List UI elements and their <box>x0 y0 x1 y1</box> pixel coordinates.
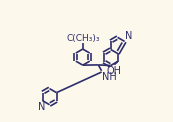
Text: OH: OH <box>107 66 122 76</box>
Text: N: N <box>38 102 46 112</box>
Text: C(CH₃)₃: C(CH₃)₃ <box>66 34 99 43</box>
Text: NH: NH <box>102 72 116 82</box>
Text: N: N <box>125 31 133 41</box>
